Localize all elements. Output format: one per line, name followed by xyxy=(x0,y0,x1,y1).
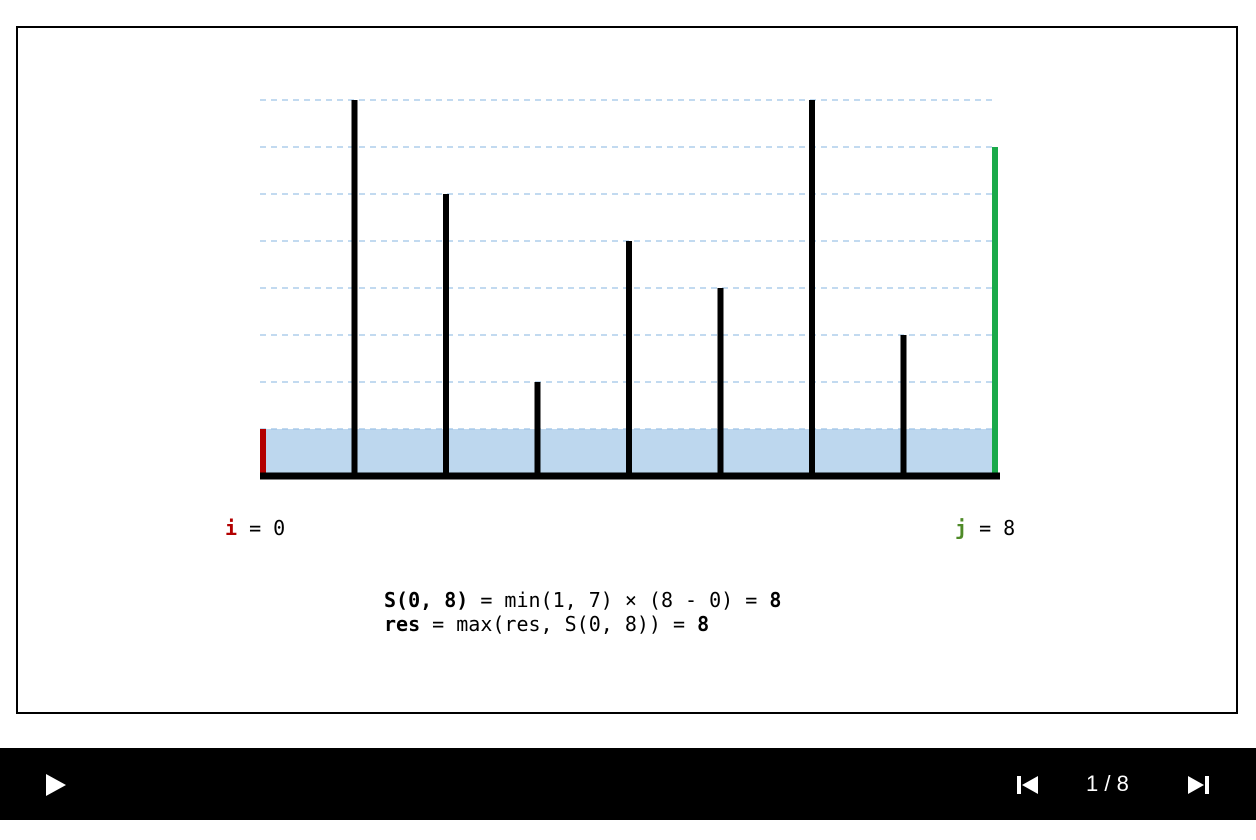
pointer-j-label: j = 8 xyxy=(955,516,1015,540)
formula-res-result: 8 xyxy=(697,612,710,636)
formula-area-expression: = min(1, 7) × (8 - 0) = xyxy=(468,588,770,612)
player-bar: 1 / 8 xyxy=(0,748,1256,820)
play-icon xyxy=(46,774,66,796)
formula-res-expression: = max(res, S(0, 8)) = xyxy=(420,612,698,636)
play-button[interactable] xyxy=(40,770,70,800)
formula-area-line: S(0, 8) = min(1, 7) × (8 - 0) = 8 xyxy=(384,588,781,612)
next-step-button[interactable] xyxy=(1184,770,1214,800)
pointer-i-name: i xyxy=(225,516,238,540)
formula-area-term: S(0, 8) xyxy=(384,588,469,612)
formula-res-line: res = max(res, S(0, 8)) = 8 xyxy=(384,612,781,636)
skip-previous-icon xyxy=(1017,776,1038,794)
pointer-j-value: = 8 xyxy=(967,516,1016,540)
formula-area-result: 8 xyxy=(769,588,782,612)
previous-step-button[interactable] xyxy=(1012,770,1042,800)
formula-res-term: res xyxy=(384,612,421,636)
pointer-i-label: i = 0 xyxy=(225,516,285,540)
pointer-i-value: = 0 xyxy=(237,516,286,540)
container-diagram xyxy=(260,99,1000,480)
pointer-j-name: j xyxy=(955,516,968,540)
skip-next-icon xyxy=(1188,776,1209,794)
formula-block: S(0, 8) = min(1, 7) × (8 - 0) = 8 res = m… xyxy=(384,588,781,636)
step-counter: 1 / 8 xyxy=(1086,771,1129,796)
